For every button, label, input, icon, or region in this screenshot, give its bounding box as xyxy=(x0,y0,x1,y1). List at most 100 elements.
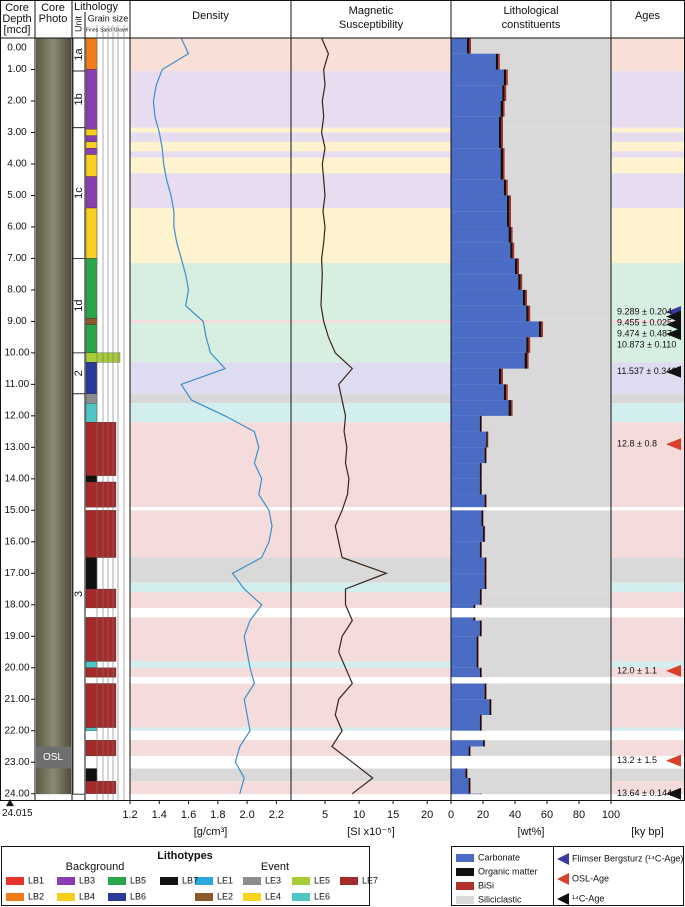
depth-tick-label: 17.00 xyxy=(4,568,29,579)
sample-label: OSL xyxy=(43,752,63,763)
age-label: 9.289 ± 0.204 xyxy=(617,306,672,316)
constituent-bar xyxy=(451,541,480,558)
constituent-bar xyxy=(451,195,507,212)
x-tick-label: 5 xyxy=(322,809,328,821)
band xyxy=(611,208,684,264)
depth-tick-label: 9.00 xyxy=(7,316,27,327)
age-label: 10.873 ± 0.110 xyxy=(617,339,676,349)
constituent-bar xyxy=(503,179,507,196)
constituent-bar xyxy=(484,683,487,700)
constituent-bar xyxy=(451,573,485,590)
grain-class: Fines xyxy=(86,27,99,33)
legend-swatch xyxy=(195,893,213,901)
band xyxy=(611,38,684,72)
x-tick-label: 80 xyxy=(573,809,585,821)
legend-label: LB7 xyxy=(182,875,198,885)
band xyxy=(611,557,684,583)
legend-label: LB6 xyxy=(130,891,146,901)
constituent-bar xyxy=(451,116,499,133)
legend-label: OSL-Age xyxy=(572,873,609,883)
constituent-bar xyxy=(503,100,505,117)
constituent-bar xyxy=(486,431,488,448)
age-marker xyxy=(666,310,681,323)
constituent-bar xyxy=(451,305,527,322)
legend-label: Carbonate xyxy=(478,852,520,862)
constituent-bar xyxy=(503,69,507,86)
legend-label: LB3 xyxy=(79,875,95,885)
sample-box xyxy=(36,746,71,769)
constituent-bar xyxy=(506,69,508,86)
constituent-bar xyxy=(503,163,505,180)
lithology-title: Lithology xyxy=(74,1,119,13)
band xyxy=(611,510,684,558)
constituent-bar xyxy=(451,510,482,527)
lithology-layer xyxy=(85,362,98,394)
x-tick-label: 2.2 xyxy=(269,809,284,821)
constituent-bar xyxy=(451,447,485,464)
band xyxy=(611,661,684,668)
x-tick-label: 2.0 xyxy=(239,809,254,821)
legend-swatch xyxy=(243,877,261,885)
band xyxy=(451,141,611,152)
constituent-bar xyxy=(503,148,505,164)
unit-label: 1d xyxy=(73,300,85,312)
legend-swatch xyxy=(243,893,261,901)
photo-title: Core xyxy=(41,2,65,14)
band xyxy=(611,393,684,404)
legend-swatch xyxy=(195,877,213,885)
age-label: 12.0 ± 1.1 xyxy=(617,665,657,675)
constituent-bar xyxy=(451,415,480,432)
constituent-bar xyxy=(479,620,482,637)
constituent-bar xyxy=(451,69,504,86)
lithology-layer xyxy=(85,768,98,782)
constituent-bar xyxy=(539,321,542,338)
lithology-layer xyxy=(85,148,98,155)
band xyxy=(611,781,684,795)
x-tick-label: 1.2 xyxy=(122,809,137,821)
constituent-bar xyxy=(481,510,483,527)
depth-tick-label: 21.00 xyxy=(4,694,29,705)
band xyxy=(611,362,684,394)
legend-label: LB5 xyxy=(130,875,146,885)
band xyxy=(451,151,611,158)
legend-marker xyxy=(557,873,569,885)
constituent-bar xyxy=(499,116,502,133)
legend-label: LB2 xyxy=(28,891,44,901)
constituent-bar xyxy=(465,762,467,778)
constituent-bar xyxy=(500,100,503,117)
depth-tick-label: 3.00 xyxy=(7,127,27,138)
band xyxy=(611,683,684,728)
legend-label: LE3 xyxy=(265,875,281,885)
constituent-bar xyxy=(528,305,531,322)
constituent-bar xyxy=(479,667,482,684)
band xyxy=(451,727,611,731)
constituent-bar xyxy=(523,289,526,306)
legend-label: LE7 xyxy=(362,875,378,885)
lithology-layer xyxy=(85,617,117,662)
constituent-bar xyxy=(499,132,502,149)
unit-label: 2 xyxy=(73,370,85,376)
x-tick-label: 40 xyxy=(509,809,521,821)
constituent-bar xyxy=(451,289,523,306)
constituent-bar xyxy=(527,352,529,369)
constituent-bar xyxy=(476,652,479,668)
constituent-bar xyxy=(451,384,504,401)
unit-label: 1a xyxy=(73,48,85,61)
age-label: 9.455 ± 0.025 xyxy=(617,317,672,327)
constituent-bar xyxy=(500,148,503,164)
depth-tick-label: 7.00 xyxy=(7,253,27,264)
lithology-layer xyxy=(85,154,98,177)
x-tick-label: 1.4 xyxy=(152,809,167,821)
constituent-bar xyxy=(476,636,479,653)
band xyxy=(611,592,684,608)
age-marker xyxy=(666,787,681,800)
constituent-bar xyxy=(451,337,527,353)
band xyxy=(611,582,684,593)
band xyxy=(611,71,684,128)
band xyxy=(451,582,611,593)
constituent-bar xyxy=(451,53,496,70)
lithology-layer xyxy=(85,135,98,143)
legend-label: Organic matter xyxy=(478,866,538,876)
profile-line xyxy=(320,37,389,795)
